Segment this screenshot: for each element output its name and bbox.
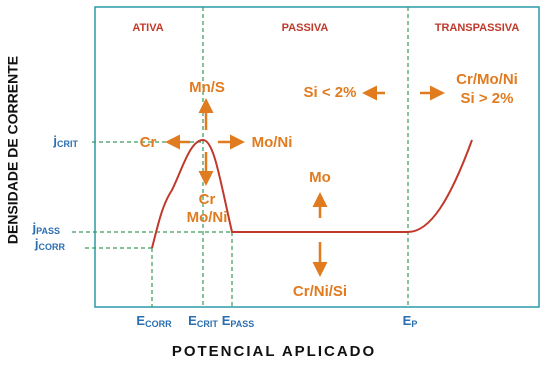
- effect-label: Mo/Ni: [187, 209, 228, 226]
- effect-label: Cr: [140, 134, 157, 151]
- guide-lines: [72, 7, 409, 307]
- x-level-label: EP: [403, 313, 418, 329]
- effect-label: Si > 2%: [461, 90, 514, 107]
- y-axis-title: DENSIDADE DE CORRENTE: [5, 56, 21, 244]
- x-level-label: EPASS: [222, 313, 255, 329]
- effect-label: Cr/Ni/Si: [293, 283, 347, 300]
- region-label: PASSIVA: [282, 22, 329, 34]
- effect-label: Cr/Mo/Ni: [456, 71, 518, 88]
- x-axis-title: POTENCIAL APLICADO: [172, 343, 376, 360]
- effect-label: Cr: [199, 191, 216, 208]
- plot-frame: [94, 6, 540, 308]
- polarization-curve: [151, 138, 473, 249]
- effect-label: Mn/S: [189, 79, 225, 96]
- region-label: TRANSPASSIVA: [435, 22, 520, 34]
- effect-label: Mo: [309, 169, 331, 186]
- y-level-label: jPASS: [32, 220, 60, 236]
- x-level-label: ECRIT: [188, 313, 218, 329]
- region-label: ATIVA: [132, 22, 163, 34]
- y-level-label: jCRIT: [52, 133, 78, 149]
- arrows: [165, 85, 445, 277]
- y-level-label: jCORR: [34, 236, 66, 252]
- x-level-label: ECORR: [136, 313, 172, 329]
- effect-label: Si < 2%: [304, 84, 357, 101]
- effect-label: Mo/Ni: [252, 134, 293, 151]
